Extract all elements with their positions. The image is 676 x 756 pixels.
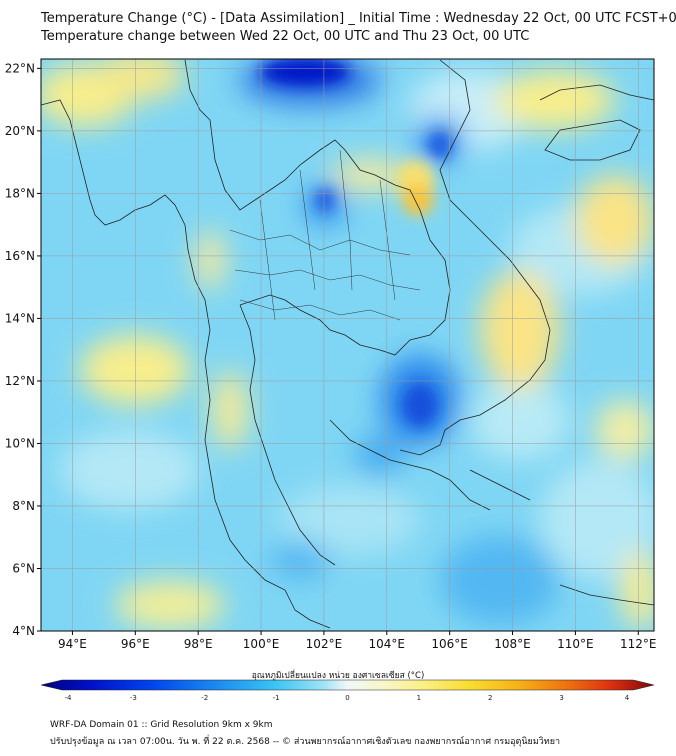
colorbar-tick-label: -3 <box>130 694 137 702</box>
lon-tick-label: 100°E <box>243 637 280 651</box>
colorbar-tick-label: -1 <box>273 694 280 702</box>
colorbar-label: อุณหภูมิเปลี่ยนแปลง หน่วย องศาเซลเซียส (… <box>251 671 425 681</box>
chart-subtitle: Temperature change between Wed 22 Oct, 0… <box>41 29 530 44</box>
chart-title: Temperature Change (°C) - [Data Assimila… <box>41 11 676 26</box>
lon-tick-label: 98°E <box>184 637 213 651</box>
latitude-axis: 22°N 20°N 18°N 16°N 14°N 12°N 10°N 8°N 6°N 4°N <box>5 61 41 638</box>
lat-tick-label: 16°N <box>5 249 35 263</box>
colorbar-bar <box>40 679 655 691</box>
lon-tick-label: 110°E <box>557 637 594 651</box>
country-borders <box>41 59 654 629</box>
lat-tick-label: 8°N <box>12 499 35 513</box>
lon-tick-label: 96°E <box>121 637 150 651</box>
lat-tick-label: 12°N <box>5 374 35 388</box>
lon-tick-label: 102°E <box>306 637 343 651</box>
lon-tick-label: 112°E <box>620 637 657 651</box>
lat-tick-label: 4°N <box>12 624 35 638</box>
colorbar-tick-label: 4 <box>625 694 630 702</box>
colorbar-tick-label: 2 <box>488 694 492 702</box>
colorbar-ticks: -4 -3 -2 -1 0 1 2 3 4 <box>65 694 630 702</box>
lat-tick-label: 14°N <box>5 311 35 325</box>
longitude-axis: 94°E 96°E 98°E 100°E 102°E 104°E 106°E 108°E 110… <box>58 631 657 651</box>
colorbar-tick-label: -2 <box>201 694 208 702</box>
lon-tick-label: 108°E <box>494 637 531 651</box>
footer-credit: ปรับปรุงข้อมูล ณ เวลา 07:00น. วัน พ. ที่… <box>50 737 561 747</box>
lat-tick-label: 6°N <box>12 561 35 575</box>
lat-tick-label: 20°N <box>5 124 35 138</box>
lon-tick-label: 106°E <box>431 637 468 651</box>
colorbar: -4 -3 -2 -1 0 1 2 3 4 <box>40 679 655 702</box>
temperature-field <box>41 59 654 631</box>
lat-tick-label: 18°N <box>5 186 35 200</box>
lat-tick-label: 22°N <box>5 61 35 75</box>
colorbar-tick-label: -4 <box>65 694 73 702</box>
province-borders <box>229 149 421 321</box>
colorbar-tick-label: 3 <box>559 694 563 702</box>
lat-tick-label: 10°N <box>5 436 35 450</box>
colorbar-tick-label: 0 <box>345 694 349 702</box>
plot-frame <box>40 58 655 632</box>
lon-tick-label: 94°E <box>58 637 87 651</box>
footer-model-info: WRF-DA Domain 01 :: Grid Resolution 9km … <box>50 720 273 730</box>
graticule <box>41 59 654 631</box>
lon-tick-label: 104°E <box>369 637 406 651</box>
colorbar-tick-label: 1 <box>417 694 421 702</box>
